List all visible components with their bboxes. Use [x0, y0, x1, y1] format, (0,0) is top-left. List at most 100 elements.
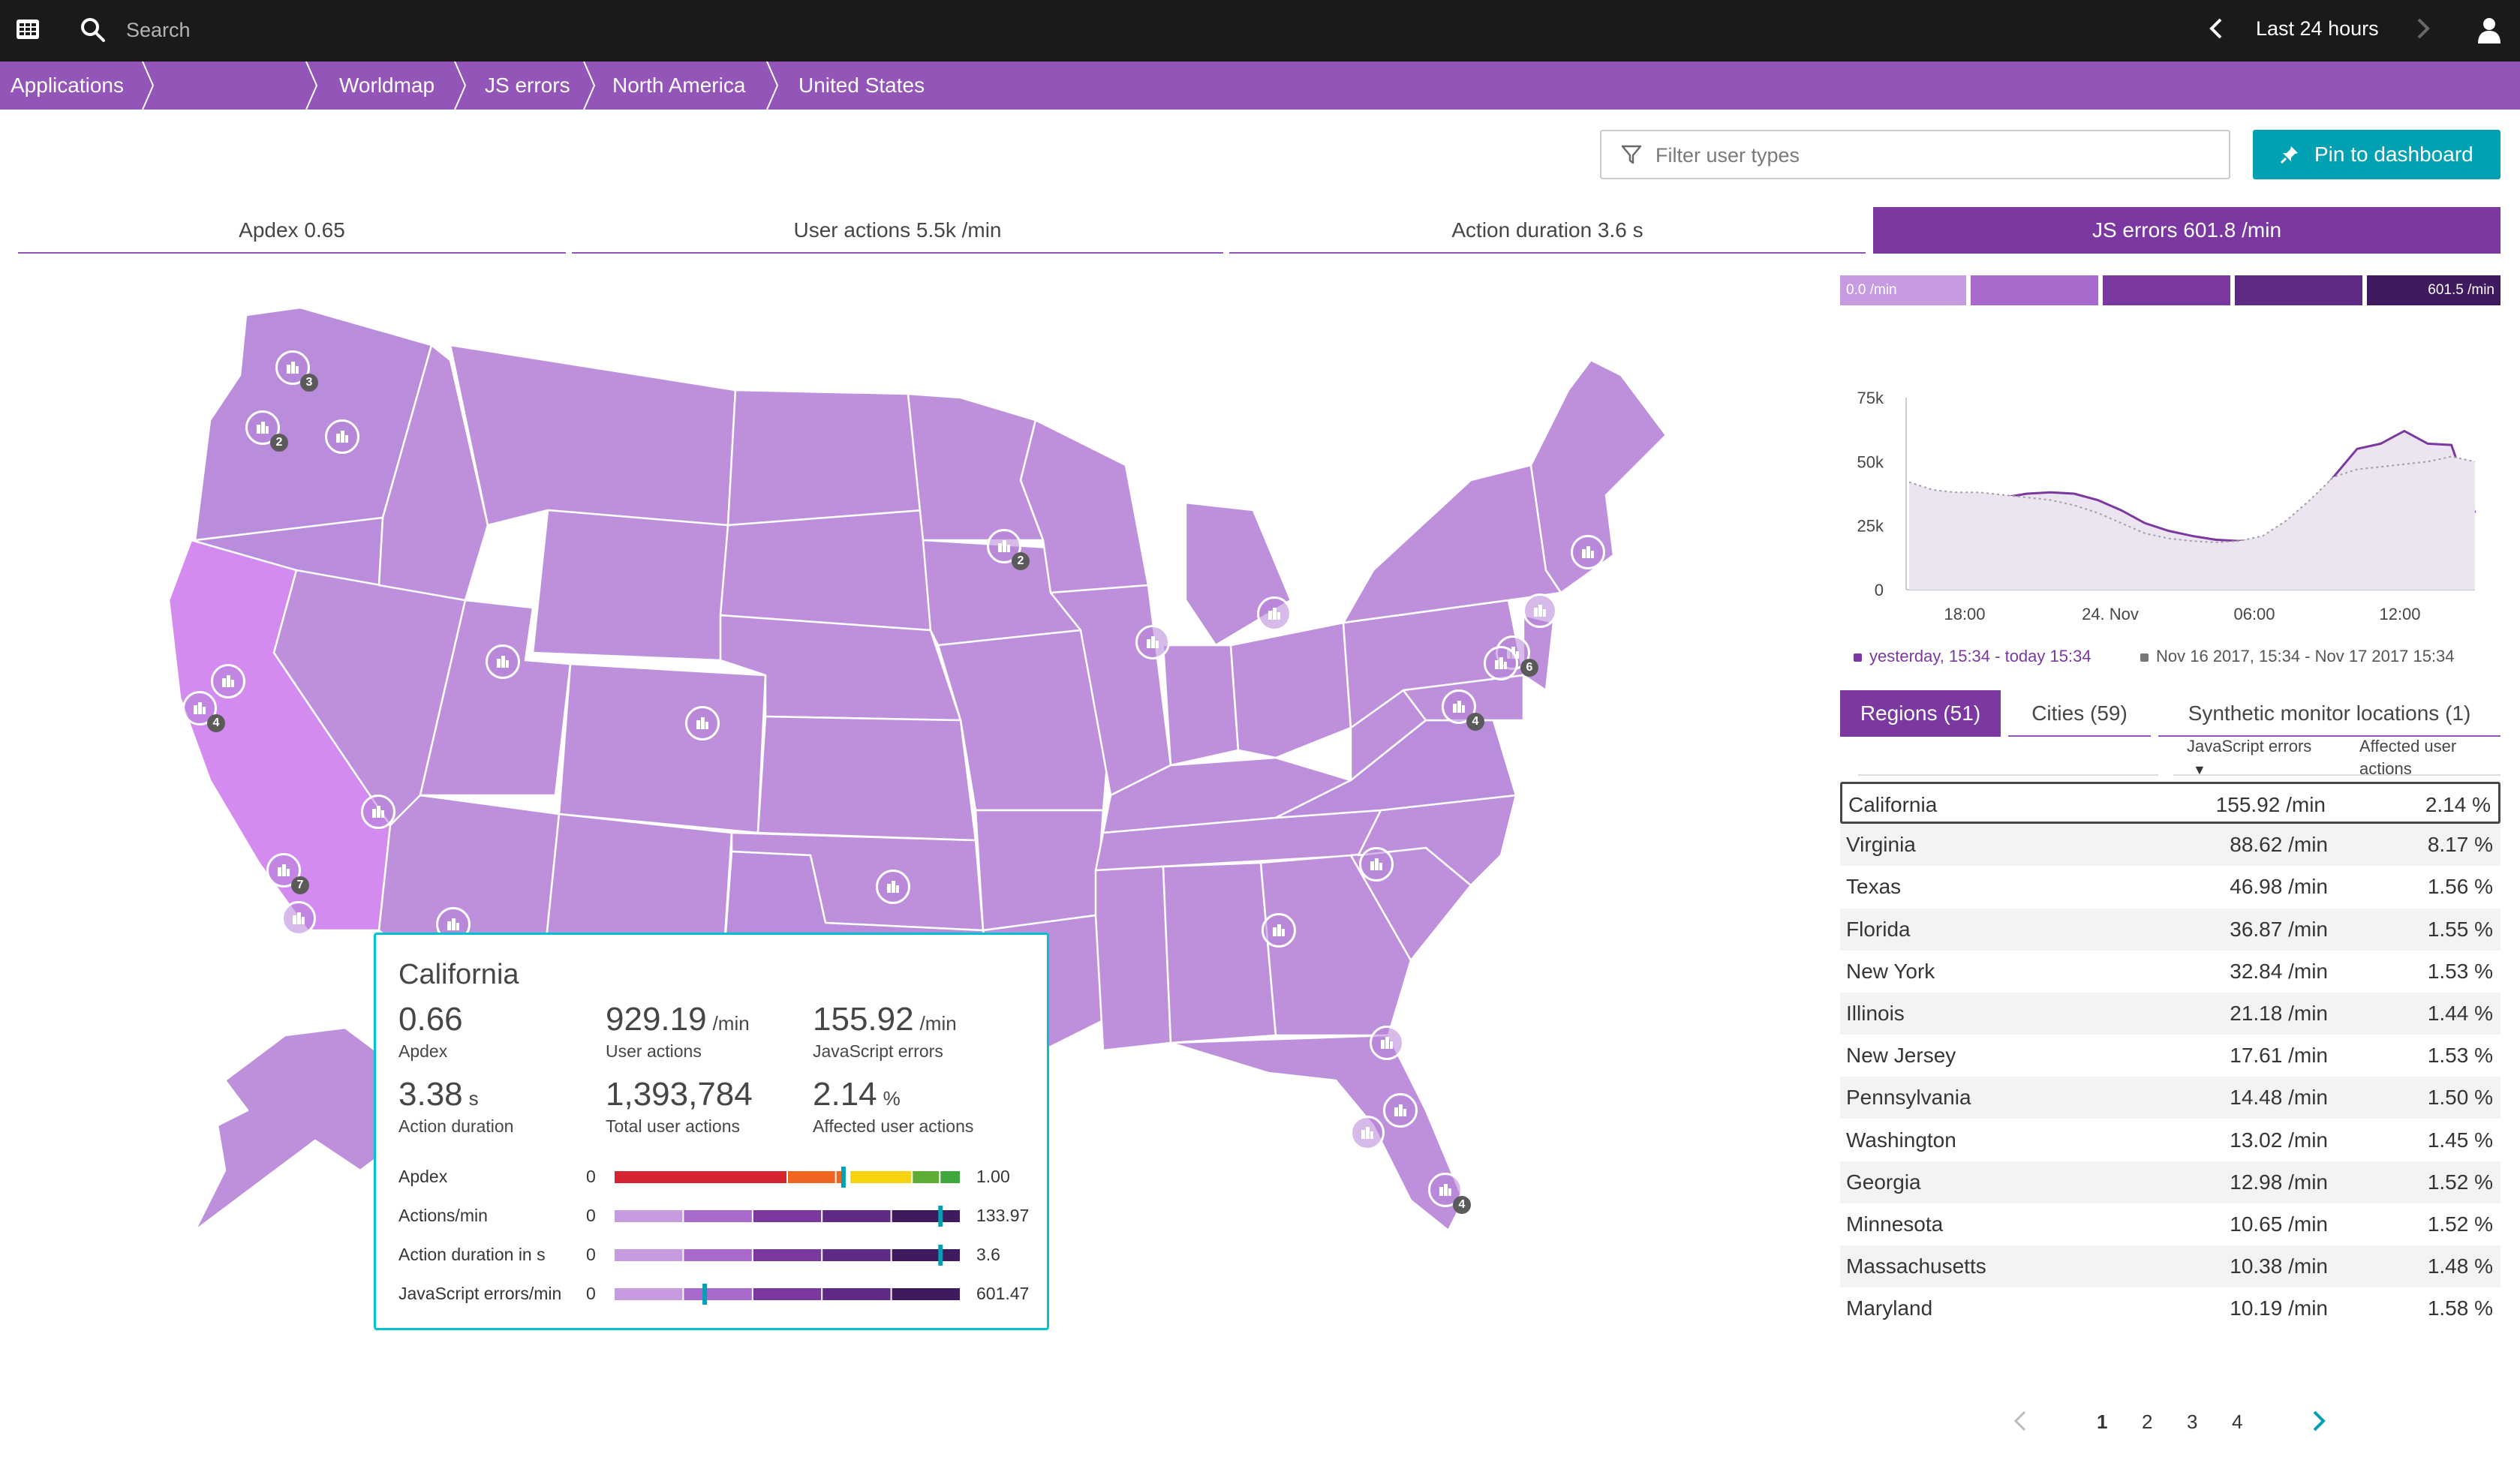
legend-dot-icon: [1854, 653, 1862, 662]
map-marker-oklahoma-city[interactable]: [876, 870, 910, 904]
map-region-new-england[interactable]: [1529, 359, 1667, 594]
map-marker-miami[interactable]: 4: [1428, 1173, 1471, 1214]
tab-action-duration[interactable]: Action duration 3.6 s: [1229, 207, 1866, 254]
map-marker-seattle[interactable]: 3: [275, 350, 318, 392]
table-row[interactable]: Pennsylvania 14.48 /min 1.50 %: [1840, 1077, 2500, 1119]
map-marker-boston[interactable]: [1571, 535, 1605, 569]
map-region-colorado[interactable]: [558, 662, 767, 834]
map-region-georgia[interactable]: [1259, 854, 1412, 1037]
map-marker-washington-dc[interactable]: 4: [1442, 689, 1484, 731]
previous-timeframe-icon[interactable]: [2202, 14, 2232, 44]
pagination-page-1[interactable]: 1: [2097, 1410, 2108, 1433]
map-region-south-dakota[interactable]: [719, 509, 932, 632]
region-affected: 1.55 %: [2427, 917, 2493, 941]
table-row[interactable]: California 155.92 /min 2.14 %: [1840, 782, 2500, 824]
map-region-alabama[interactable]: [1162, 861, 1277, 1044]
breadcrumb-applications[interactable]: Applications: [11, 74, 124, 97]
breadcrumb-separator-icon: [142, 62, 155, 110]
pagination-next-icon[interactable]: [2308, 1407, 2329, 1434]
region-affected: 1.58 %: [2427, 1296, 2493, 1320]
sort-descending-icon[interactable]: ▼: [2193, 762, 2206, 777]
map-marker-philadelphia[interactable]: [1484, 646, 1518, 680]
table-row[interactable]: New York 32.84 /min 1.53 %: [1840, 950, 2500, 993]
chart-legend-current[interactable]: yesterday, 15:34 - today 15:34: [1854, 647, 2091, 666]
table-row[interactable]: Texas 46.98 /min 1.56 %: [1840, 866, 2500, 909]
column-header-js-errors[interactable]: JavaScript errors: [2187, 737, 2312, 756]
tab-cities[interactable]: Cities (59): [2008, 690, 2151, 737]
region-js-errors: 155.92 /min: [2215, 793, 2326, 816]
legend-segment-5: 601.5 /min: [2367, 275, 2500, 305]
pin-to-dashboard-button[interactable]: Pin to dashboard: [2253, 130, 2500, 179]
building-icon: [1534, 605, 1546, 617]
region-affected: 1.50 %: [2427, 1086, 2493, 1110]
tab-regions[interactable]: Regions (51): [1840, 690, 2001, 737]
map-marker-minneapolis[interactable]: 2: [987, 529, 1030, 570]
table-row[interactable]: Maryland 10.19 /min 1.58 %: [1840, 1287, 2500, 1330]
map-region-arkansas[interactable]: [974, 809, 1105, 932]
map-marker-los-angeles[interactable]: 7: [266, 853, 309, 894]
map-region-mississippi[interactable]: [1094, 865, 1172, 1052]
search-icon[interactable]: [80, 17, 107, 44]
map-marker-san-jose[interactable]: 4: [182, 691, 225, 732]
user-icon[interactable]: [2476, 17, 2502, 44]
map-marker-atlanta[interactable]: [1262, 913, 1296, 948]
table-row[interactable]: Minnesota 10.65 /min 1.52 %: [1840, 1203, 2500, 1245]
tab-user-actions[interactable]: User actions 5.5k /min: [572, 207, 1223, 254]
map-marker-fresno[interactable]: [361, 795, 395, 829]
table-row[interactable]: Georgia 12.98 /min 1.52 %: [1840, 1161, 2500, 1203]
pagination-page-2[interactable]: 2: [2142, 1410, 2153, 1433]
map-marker-salt-lake-city[interactable]: [486, 644, 520, 679]
tooltip-js-errors-label: JavaScript errors: [813, 1041, 943, 1061]
pagination-prev-icon[interactable]: [2010, 1407, 2031, 1434]
breadcrumb-worldmap[interactable]: Worldmap: [339, 74, 435, 97]
tab-apdex[interactable]: Apdex 0.65: [18, 207, 566, 254]
map-region-wyoming[interactable]: [531, 509, 729, 662]
filter-user-types-input[interactable]: Filter user types: [1600, 130, 2230, 179]
table-row[interactable]: Virginia 88.62 /min 8.17 %: [1840, 824, 2500, 867]
chart-legend-previous[interactable]: Nov 16 2017, 15:34 - Nov 17 2017 15:34: [2140, 647, 2455, 666]
tab-synthetic-locations[interactable]: Synthetic monitor locations (1): [2158, 690, 2500, 737]
pagination-page-3[interactable]: 3: [2187, 1410, 2198, 1433]
map-region-kansas[interactable]: [756, 715, 977, 842]
map-marker-denver[interactable]: [685, 706, 720, 741]
table-row[interactable]: Florida 36.87 /min 1.55 %: [1840, 908, 2500, 951]
table-row[interactable]: Illinois 21.18 /min 1.44 %: [1840, 993, 2500, 1035]
column-header-affected[interactable]: Affected user actions: [2359, 735, 2456, 780]
map-marker-portland[interactable]: 2: [245, 410, 288, 452]
apps-menu-icon[interactable]: [17, 20, 39, 39]
tooltip-scale-segment: [822, 1288, 891, 1300]
map-region-indiana[interactable]: [1162, 644, 1240, 767]
timeframe-selector[interactable]: Last 24 hours: [2256, 17, 2379, 40]
map-marker-detroit[interactable]: [1257, 596, 1292, 631]
map-marker-chicago[interactable]: [1135, 625, 1170, 659]
map-marker-oregon-east[interactable]: [325, 419, 359, 454]
search-input[interactable]: Search: [126, 19, 191, 41]
map-marker-tampa[interactable]: [1350, 1116, 1385, 1150]
breadcrumb-north-america[interactable]: North America: [612, 74, 746, 97]
map-marker-san-diego[interactable]: [281, 901, 316, 936]
building-icon: [287, 362, 299, 374]
tab-js-errors[interactable]: JS errors 601.8 /min: [1873, 207, 2500, 254]
map-region-north-dakota[interactable]: [726, 389, 925, 527]
map-region-minnesota[interactable]: [907, 392, 1045, 542]
map-marker-orlando[interactable]: [1383, 1093, 1418, 1128]
map-marker-new-york-bot[interactable]: [1523, 593, 1557, 628]
table-row[interactable]: New Jersey 17.61 /min 1.53 %: [1840, 1035, 2500, 1077]
pagination-page-4[interactable]: 4: [2232, 1410, 2243, 1433]
breadcrumb-application-name[interactable]: [165, 62, 300, 110]
map-region-ohio[interactable]: [1229, 621, 1352, 759]
table-row[interactable]: Washington 13.02 /min 1.45 %: [1840, 1119, 2500, 1161]
region-name: Pennsylvania: [1846, 1086, 1971, 1110]
map-marker-charlotte[interactable]: [1359, 847, 1394, 882]
table-row[interactable]: Massachusetts 10.38 /min 1.48 %: [1840, 1245, 2500, 1288]
building-icon: [998, 540, 1010, 552]
map-marker-jacksonville[interactable]: [1370, 1026, 1404, 1060]
map-region-florida[interactable]: [1169, 1034, 1465, 1232]
next-timeframe-icon[interactable]: [2407, 14, 2437, 44]
region-affected: 2.14 %: [2425, 793, 2491, 816]
map-marker-bay-area[interactable]: [211, 664, 245, 698]
column-header-divider: [1858, 774, 2158, 776]
breadcrumb-united-states[interactable]: United States: [798, 74, 925, 97]
map-region-montana[interactable]: [449, 344, 737, 527]
breadcrumb-js-errors[interactable]: JS errors: [485, 74, 570, 97]
